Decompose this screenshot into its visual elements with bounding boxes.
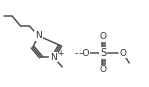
Text: S: S <box>100 48 106 58</box>
Text: O: O <box>100 32 107 41</box>
Text: O: O <box>100 32 107 41</box>
Text: N: N <box>50 53 57 62</box>
Text: N: N <box>34 31 42 40</box>
Text: O: O <box>100 65 107 74</box>
Text: O: O <box>120 49 127 58</box>
Text: +: + <box>58 49 64 58</box>
Text: O: O <box>120 49 127 58</box>
Text: N: N <box>35 31 42 40</box>
Text: N: N <box>49 53 57 62</box>
Text: –O: –O <box>78 49 90 58</box>
Text: –O: –O <box>78 49 90 58</box>
Text: O: O <box>100 65 107 74</box>
Text: –: – <box>74 48 79 58</box>
Text: S: S <box>100 48 106 58</box>
